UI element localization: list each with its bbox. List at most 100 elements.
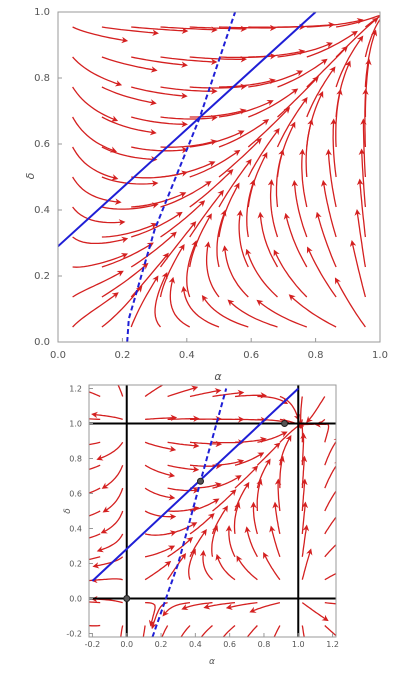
- streamline: [73, 237, 126, 243]
- streamline: [174, 626, 190, 651]
- x-tick-label: 0.8: [258, 640, 271, 649]
- streamline: [110, 370, 122, 397]
- streamline: [102, 57, 154, 70]
- streamline: [302, 552, 310, 580]
- streamline: [190, 532, 205, 557]
- streamline: [302, 603, 326, 620]
- streamline: [145, 563, 169, 580]
- x-tick-label: 0.2: [114, 350, 130, 361]
- streamline: [104, 511, 123, 532]
- streamline: [189, 551, 195, 579]
- streamline: [145, 465, 172, 475]
- x-tick-label: 0.6: [243, 350, 259, 361]
- streamline: [145, 603, 155, 624]
- streamline: [73, 117, 114, 151]
- x-tick-label: 0.0: [120, 640, 133, 649]
- streamline: [131, 278, 157, 327]
- streamline: [337, 280, 366, 327]
- streamline: [325, 537, 346, 557]
- streamline: [203, 553, 213, 580]
- x-tick-label: 0.6: [223, 640, 236, 649]
- streamline: [168, 524, 195, 534]
- streamline: [102, 225, 154, 237]
- y-tick-label: 0.6: [69, 490, 82, 499]
- streamline: [213, 477, 240, 488]
- streamline: [295, 183, 307, 237]
- streamline: [165, 603, 191, 614]
- streamline: [131, 87, 184, 96]
- streamline: [72, 442, 100, 447]
- streamline: [204, 298, 249, 327]
- streamline: [336, 14, 388, 27]
- streamline: [225, 249, 249, 298]
- dashed-blue-line: [127, 12, 235, 342]
- streamline: [252, 603, 280, 612]
- streamline: [248, 131, 277, 177]
- streamline: [365, 14, 388, 57]
- streamline: [325, 567, 351, 580]
- streamline: [219, 121, 267, 147]
- streamline: [73, 294, 117, 327]
- streamline: [73, 147, 116, 178]
- streamline: [102, 244, 151, 267]
- streamline: [217, 213, 224, 267]
- streamline: [306, 122, 311, 177]
- x-tick-label: -0.2: [85, 640, 101, 649]
- streamlines: [71, 370, 353, 655]
- x-tick-label: 0.8: [308, 350, 324, 361]
- y-tick-label: 0.0: [69, 595, 82, 604]
- streamline: [257, 461, 269, 488]
- y-tick-label: 0.8: [34, 73, 50, 84]
- streamline: [161, 163, 213, 177]
- streamline: [73, 57, 119, 84]
- streamline: [72, 624, 101, 626]
- streamline: [272, 529, 280, 557]
- streamline: [318, 215, 336, 267]
- streamline: [235, 485, 248, 511]
- streamline: [73, 511, 100, 521]
- streamline: [325, 510, 342, 534]
- streamline: [190, 171, 231, 207]
- y-tick-label: 1.0: [34, 7, 50, 18]
- streamline: [248, 72, 300, 87]
- streamline: [73, 465, 101, 474]
- streamline: [145, 511, 173, 517]
- y-axis-label: δ: [63, 508, 73, 514]
- streamline: [229, 528, 235, 556]
- equilibrium-point: [282, 421, 288, 427]
- streamline: [73, 272, 121, 297]
- y-tick-label: 0.4: [69, 525, 82, 534]
- x-tick-label: 0.0: [50, 350, 66, 361]
- streamline: [248, 155, 265, 207]
- streamline: [145, 442, 173, 449]
- y-tick-label: 0.8: [69, 455, 82, 464]
- streamline: [325, 486, 340, 511]
- streamlines: [73, 13, 389, 327]
- y-tick-label: 0.2: [69, 560, 82, 569]
- streamline: [278, 61, 326, 87]
- streamline: [278, 100, 306, 147]
- streamline: [102, 117, 154, 133]
- streamline: [73, 534, 101, 542]
- streamline: [247, 530, 257, 557]
- equilibrium-point: [197, 478, 203, 484]
- plot-area: [71, 370, 353, 655]
- x-axis-label: α: [214, 370, 222, 383]
- x-tick-label: 1.0: [292, 640, 305, 649]
- streamline: [168, 388, 196, 397]
- streamline: [131, 57, 185, 65]
- y-tick-label: 0.4: [34, 205, 50, 216]
- streamline: [318, 424, 329, 442]
- streamline: [325, 603, 354, 606]
- streamline: [131, 194, 183, 207]
- y-axis-label: δ: [24, 172, 37, 179]
- x-tick-label: 1.2: [326, 640, 339, 649]
- solid-blue-line: [58, 12, 316, 246]
- streamline: [218, 557, 235, 580]
- streamline: [219, 140, 260, 177]
- streamline: [324, 183, 337, 237]
- streamline: [238, 558, 257, 580]
